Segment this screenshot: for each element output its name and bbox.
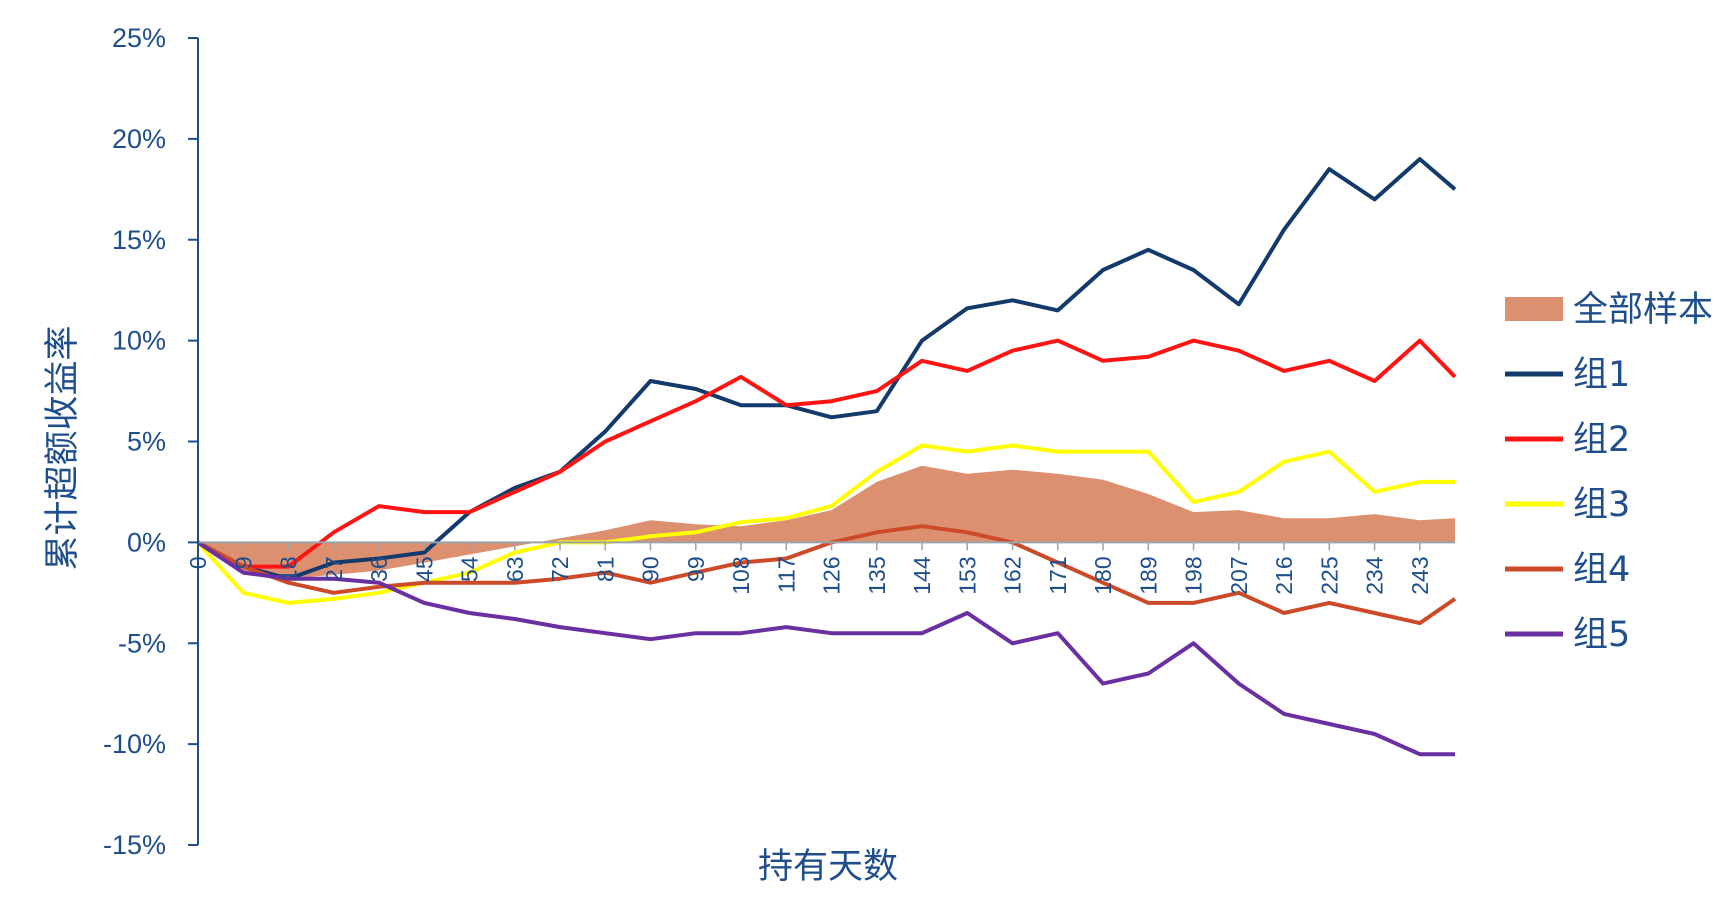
y-tick-label: 20% <box>112 124 166 154</box>
legend-label: 组1 <box>1573 355 1630 395</box>
x-tick-label: 45 <box>411 556 437 582</box>
y-tick-label: 25% <box>112 23 166 53</box>
x-tick-label: 18 <box>276 556 302 582</box>
x-tick-label: 180 <box>1090 556 1116 594</box>
x-axis-title: 持有天数 <box>758 847 898 887</box>
series-line-2 <box>197 338 1457 569</box>
x-tick-label: 99 <box>683 556 709 582</box>
y-tick-label: 10% <box>112 326 166 356</box>
x-tick-label: 54 <box>457 556 483 582</box>
x-tick-label: 81 <box>592 556 618 582</box>
x-axis: 0918273645546372819099108117126135144153… <box>185 541 1455 595</box>
x-tick-label: 171 <box>1045 556 1071 594</box>
legend-label: 组3 <box>1573 485 1630 525</box>
x-tick-label: 207 <box>1226 556 1252 594</box>
y-tick-label: 0% <box>127 527 166 557</box>
legend-label: 组4 <box>1573 550 1630 590</box>
legend-label: 组5 <box>1573 615 1630 655</box>
x-tick-label: 63 <box>502 556 528 582</box>
x-tick-label: 9 <box>230 556 256 569</box>
series-line-5 <box>196 540 1455 757</box>
y-tick-label: -10% <box>103 729 166 759</box>
x-tick-label: 234 <box>1362 556 1388 595</box>
series-line-1 <box>197 157 1457 581</box>
x-tick-label: 108 <box>728 556 754 594</box>
x-tick-label: 72 <box>547 556 573 582</box>
x-tick-label: 135 <box>864 556 890 594</box>
x-tick-label: 36 <box>366 556 392 582</box>
y-tick-label: 15% <box>112 225 166 255</box>
y-tick-label: -5% <box>118 628 166 658</box>
series-area-0 <box>198 465 1455 579</box>
legend-label: 组2 <box>1573 420 1630 460</box>
y-tick-label: -15% <box>103 830 166 860</box>
legend-label: 全部样本 <box>1573 290 1713 330</box>
x-tick-label: 189 <box>1135 556 1161 594</box>
plot-area <box>196 157 1457 757</box>
x-tick-label: 117 <box>773 556 799 593</box>
x-tick-label: 144 <box>909 556 935 595</box>
x-tick-label: 243 <box>1407 556 1433 594</box>
x-tick-label: 225 <box>1316 556 1342 594</box>
x-tick-label: 90 <box>638 556 664 582</box>
y-axis-title: 累计超额收益率 <box>43 325 83 570</box>
x-tick-label: 216 <box>1271 556 1297 594</box>
x-tick-label: 162 <box>1000 556 1026 594</box>
x-tick-label: 126 <box>819 556 845 594</box>
x-tick-label: 198 <box>1181 556 1207 594</box>
y-axis: -15% -10% -5% 0% 5% 10% 15% 20% 25% <box>103 23 199 860</box>
x-tick-label: 27 <box>321 556 347 582</box>
x-tick-label: 153 <box>954 556 980 594</box>
legend-swatch <box>1505 297 1563 321</box>
y-tick-label: 5% <box>127 427 166 457</box>
